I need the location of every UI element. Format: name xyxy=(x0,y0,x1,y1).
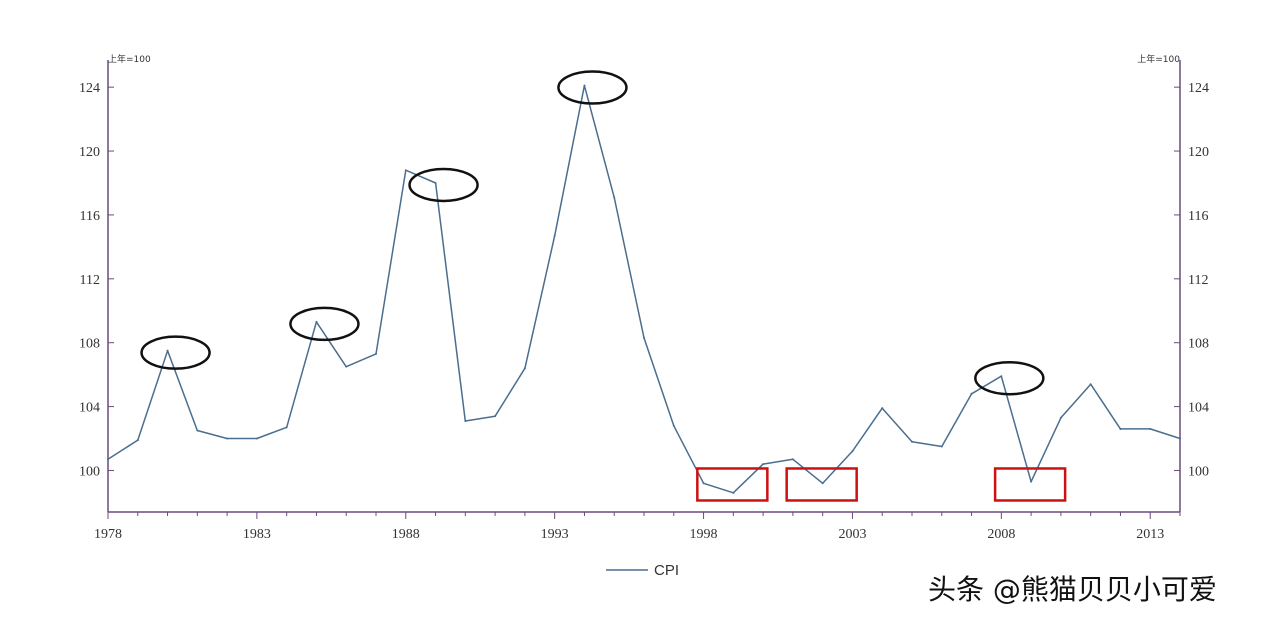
x-tick-label-2008: 2008 xyxy=(987,527,1015,542)
data-point-1990 xyxy=(464,419,467,422)
data-point-2010 xyxy=(1059,416,1062,419)
x-tick-label-1983: 1983 xyxy=(243,527,271,542)
left-unit-label: 上年=100 xyxy=(108,53,151,65)
y-tick-label-left-124: 124 xyxy=(79,81,100,96)
data-point-2009 xyxy=(1030,480,1033,483)
data-point-1988 xyxy=(404,169,407,172)
data-point-2000 xyxy=(762,463,765,466)
data-point-1980 xyxy=(166,349,169,352)
data-point-2008 xyxy=(1000,375,1003,378)
watermark-text: 头条 @熊猫贝贝小可爱 xyxy=(928,573,1217,606)
y-tick-label-right-116: 116 xyxy=(1188,209,1208,224)
data-point-1979 xyxy=(136,439,139,442)
trough-box-1999 xyxy=(696,467,769,502)
data-point-1987 xyxy=(375,352,377,355)
data-point-2007 xyxy=(970,392,973,395)
data-point-2012 xyxy=(1119,427,1122,430)
y-tick-label-right-124: 124 xyxy=(1188,81,1209,96)
peak-circle-1985 xyxy=(289,306,360,342)
right-y-ticks: 100 104 108 112 116 120 124 xyxy=(1174,81,1209,479)
y-tick-label-right-112: 112 xyxy=(1188,273,1208,288)
y-tick-label-right-104: 104 xyxy=(1188,401,1209,416)
data-point-1986 xyxy=(345,365,348,368)
right-unit-label: 上年=100 xyxy=(1137,53,1180,65)
y-tick-label-left-112: 112 xyxy=(80,273,100,288)
data-point-2001 xyxy=(791,458,794,461)
left-y-ticks: 100 104 108 112 116 120 124 xyxy=(79,81,114,479)
x-tick-label-1993: 1993 xyxy=(541,527,569,542)
data-point-1981 xyxy=(196,429,199,432)
data-point-1978 xyxy=(107,458,109,461)
data-point-1998 xyxy=(702,482,705,485)
x-axis-ticks: 1978 1983 1988 1993 1998 2003 2008 2013 xyxy=(94,512,1181,542)
y-tick-label-left-116: 116 xyxy=(80,209,100,224)
x-tick-label-1988: 1988 xyxy=(392,527,420,542)
y-tick-label-right-100: 100 xyxy=(1188,464,1209,479)
series-line-cpi xyxy=(107,84,1181,494)
legend: CPI xyxy=(606,562,679,579)
data-point-1996 xyxy=(643,336,645,339)
data-point-1984 xyxy=(285,426,288,429)
trough-box-2002 xyxy=(785,467,858,502)
data-point-2002 xyxy=(821,482,824,485)
data-point-2004 xyxy=(881,407,884,410)
data-point-1992 xyxy=(523,367,526,370)
data-point-1983 xyxy=(255,437,258,440)
data-point-1994 xyxy=(583,84,586,87)
data-point-2011 xyxy=(1089,383,1092,386)
y-tick-label-right-108: 108 xyxy=(1188,337,1209,352)
annotation-layer xyxy=(140,70,1067,502)
data-point-1985 xyxy=(315,320,318,323)
series-layer xyxy=(107,84,1181,494)
data-point-2006 xyxy=(940,445,943,448)
data-point-1999 xyxy=(732,491,735,494)
x-tick-label-2013: 2013 xyxy=(1136,527,1164,542)
peak-circle-1994 xyxy=(557,70,628,105)
data-point-1993 xyxy=(553,234,556,237)
y-tick-label-left-120: 120 xyxy=(79,145,100,160)
data-point-1991 xyxy=(494,415,497,418)
data-point-1989 xyxy=(434,181,437,184)
y-tick-label-right-120: 120 xyxy=(1188,145,1209,160)
data-point-2005 xyxy=(911,440,913,443)
trough-box-2009 xyxy=(993,467,1067,502)
y-tick-label-left-100: 100 xyxy=(79,464,100,479)
y-tick-label-left-104: 104 xyxy=(79,401,100,416)
peak-circle-1989 xyxy=(408,167,479,203)
data-point-1982 xyxy=(226,437,229,440)
peak-circle-1980 xyxy=(140,335,211,370)
x-tick-label-1978: 1978 xyxy=(94,527,122,542)
legend-label-cpi: CPI xyxy=(654,562,679,579)
data-point-2014 xyxy=(1179,437,1181,440)
x-tick-label-1998: 1998 xyxy=(690,527,718,542)
peak-circle-2008 xyxy=(974,360,1045,396)
data-point-1997 xyxy=(672,424,675,427)
x-tick-label-2003: 2003 xyxy=(838,527,866,542)
data-point-1995 xyxy=(613,196,616,199)
data-point-2013 xyxy=(1149,427,1152,430)
y-tick-label-left-108: 108 xyxy=(79,337,100,352)
data-point-2003 xyxy=(851,450,854,453)
